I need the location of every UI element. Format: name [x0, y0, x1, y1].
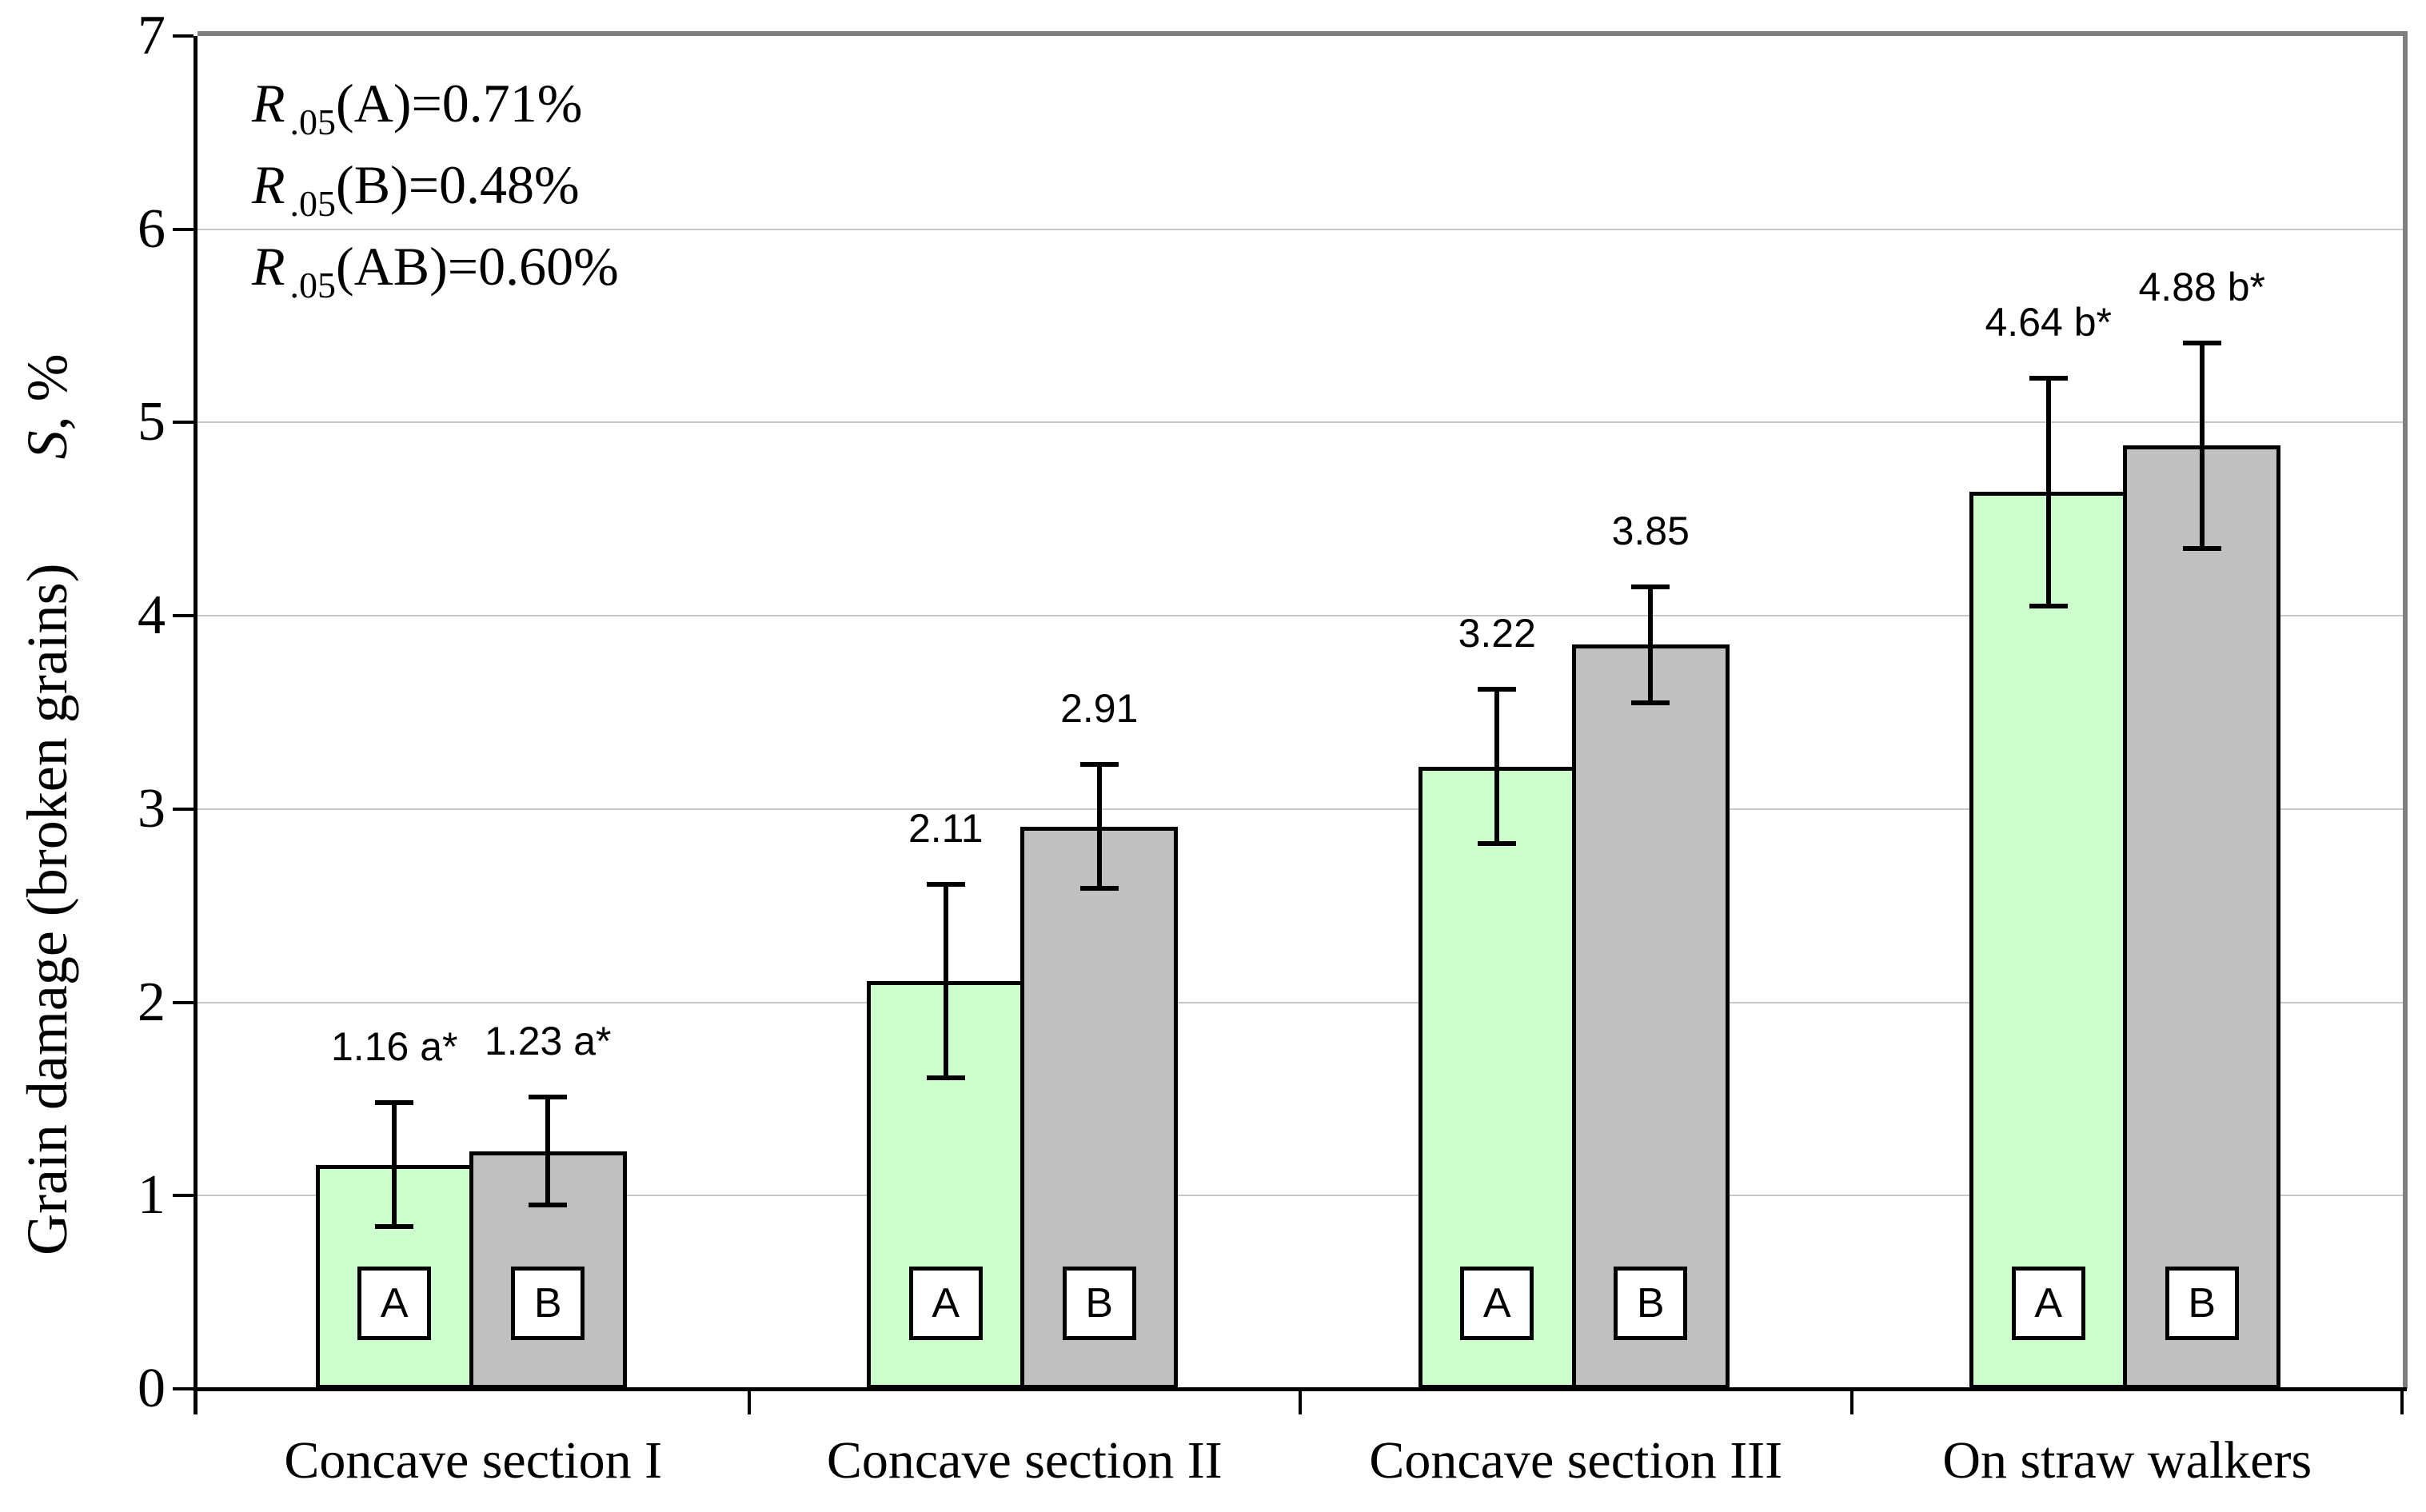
error-bar-cap-top: [375, 1100, 414, 1106]
error-bar-cap-top: [1631, 584, 1670, 589]
gridline-y2: [198, 1001, 2403, 1003]
x-category-label: On straw walkers: [1942, 1431, 2312, 1490]
error-bar-cap-bottom: [926, 1075, 965, 1080]
bar-value-label: 4.88 b*: [2138, 265, 2265, 310]
series-box-label: B: [1636, 1280, 1665, 1326]
y-axis-tick: [173, 227, 194, 231]
x-axis-line: [194, 1387, 2407, 1391]
x-axis-tick: [2400, 1389, 2404, 1414]
series-box-label: A: [2034, 1280, 2063, 1326]
x-category-label: Concave section I: [284, 1431, 663, 1490]
bar-value-label: 1.16 a*: [331, 1024, 458, 1070]
series-box-a: A: [2011, 1267, 2085, 1340]
r05-value: (B)=0.48%: [336, 154, 580, 215]
x-axis-tick: [1849, 1389, 1853, 1414]
r05-value: (AB)=0.60%: [336, 236, 619, 297]
series-box-label: A: [1482, 1280, 1511, 1326]
error-bar: [392, 1103, 397, 1227]
r05-value: (A)=0.71%: [336, 73, 583, 134]
bar-value-label: 4.64 b*: [1985, 299, 2112, 345]
error-bar: [1648, 586, 1654, 703]
gridline-y3: [198, 808, 2403, 810]
x-category-label: Concave section III: [1369, 1431, 1783, 1490]
r05-symbol: R: [252, 154, 285, 215]
y-tick-label: 5: [138, 391, 166, 453]
y-axis-tick: [173, 34, 194, 38]
series-box-b: B: [1614, 1267, 1688, 1340]
series-box-label: B: [2188, 1280, 2217, 1326]
series-box-label: B: [533, 1280, 562, 1326]
r05-subscript: .05: [289, 265, 337, 305]
y-axis-tick: [173, 807, 194, 811]
r05-annotation-line: R .05(B)=0.48%: [252, 144, 619, 225]
error-bar-cap-bottom: [1079, 885, 1119, 891]
bar-a-4: [1969, 492, 2128, 1389]
y-axis-tick: [173, 614, 194, 618]
x-axis-tick: [1299, 1389, 1302, 1414]
x-axis-tick: [747, 1389, 751, 1414]
lsd-annotations: R .05(A)=0.71% R .05(B)=0.48% R .05(AB)=0.60%: [252, 62, 619, 307]
r05-annotation-line: R .05(A)=0.71%: [252, 62, 619, 144]
series-box-a: A: [1460, 1267, 1534, 1340]
error-bar: [545, 1097, 551, 1206]
gridline-y6: [198, 228, 2403, 230]
bar-value-label: 2.11: [908, 806, 984, 852]
y-axis-tick: [173, 1387, 194, 1390]
error-bar-cap-top: [529, 1095, 568, 1099]
r05-subscript: .05: [289, 183, 337, 224]
error-bar-cap-bottom: [375, 1223, 414, 1229]
error-bar: [2199, 343, 2205, 549]
error-bar: [1494, 688, 1500, 844]
y-axis-line: [194, 36, 198, 1414]
error-bar: [943, 884, 948, 1078]
series-box-b: B: [2165, 1267, 2239, 1340]
gridline-y5: [198, 421, 2403, 424]
r05-symbol: R: [252, 236, 285, 297]
plot-area: A 1.16 a* B 1.23 a* A 2.11 B 2.91 A 3.22 B 3.85 A 4.6…: [198, 36, 2403, 1389]
r05-subscript: .05: [289, 102, 337, 142]
y-tick-label: 3: [138, 777, 166, 840]
bar-value-label: 3.22: [1458, 610, 1536, 656]
error-bar-cap-top: [1478, 686, 1517, 692]
series-box-b: B: [511, 1267, 585, 1340]
x-category-label: Concave section II: [826, 1431, 1223, 1490]
error-bar-cap-top: [2182, 341, 2221, 346]
bar-value-label: 2.91: [1060, 686, 1139, 732]
series-box-label: A: [380, 1280, 409, 1326]
series-box-label: B: [1085, 1280, 1114, 1326]
error-bar-cap-bottom: [2029, 604, 2068, 609]
error-bar-cap-bottom: [1631, 700, 1670, 705]
bar-b-4: [2123, 445, 2281, 1389]
gridline-y4: [198, 615, 2403, 617]
error-bar-cap-top: [1079, 762, 1119, 768]
error-bar-cap-bottom: [1478, 841, 1517, 847]
series-box-b: B: [1062, 1267, 1136, 1340]
series-box-a: A: [357, 1267, 432, 1340]
y-axis-tick: [173, 1194, 194, 1198]
error-bar-cap-bottom: [2182, 545, 2221, 551]
bar-value-label: 3.85: [1611, 508, 1690, 553]
error-bar: [2045, 377, 2051, 607]
error-bar-cap-top: [2029, 375, 2068, 381]
bar-value-label: 1.23 a*: [485, 1019, 612, 1063]
error-bar-cap-top: [926, 882, 965, 888]
y-tick-label: 0: [138, 1358, 166, 1419]
error-bar: [1096, 764, 1102, 888]
series-box-label: A: [932, 1280, 960, 1326]
y-axis-tick: [173, 1000, 194, 1004]
series-box-a: A: [908, 1267, 983, 1340]
y-tick-label: 1: [138, 1164, 166, 1227]
y-tick-label: 6: [138, 197, 166, 260]
y-tick-label: 4: [138, 584, 166, 647]
y-axis-tick: [173, 421, 194, 425]
y-axis-title-text: Grain damage (broken grains): [15, 563, 79, 1255]
y-tick-label: 7: [138, 5, 166, 66]
y-tick-label: 2: [138, 971, 166, 1033]
error-bar-cap-bottom: [529, 1203, 568, 1208]
r05-annotation-line: R .05(AB)=0.60%: [252, 225, 619, 307]
r05-symbol: R: [252, 73, 285, 134]
gridline-y1: [198, 1195, 2403, 1197]
